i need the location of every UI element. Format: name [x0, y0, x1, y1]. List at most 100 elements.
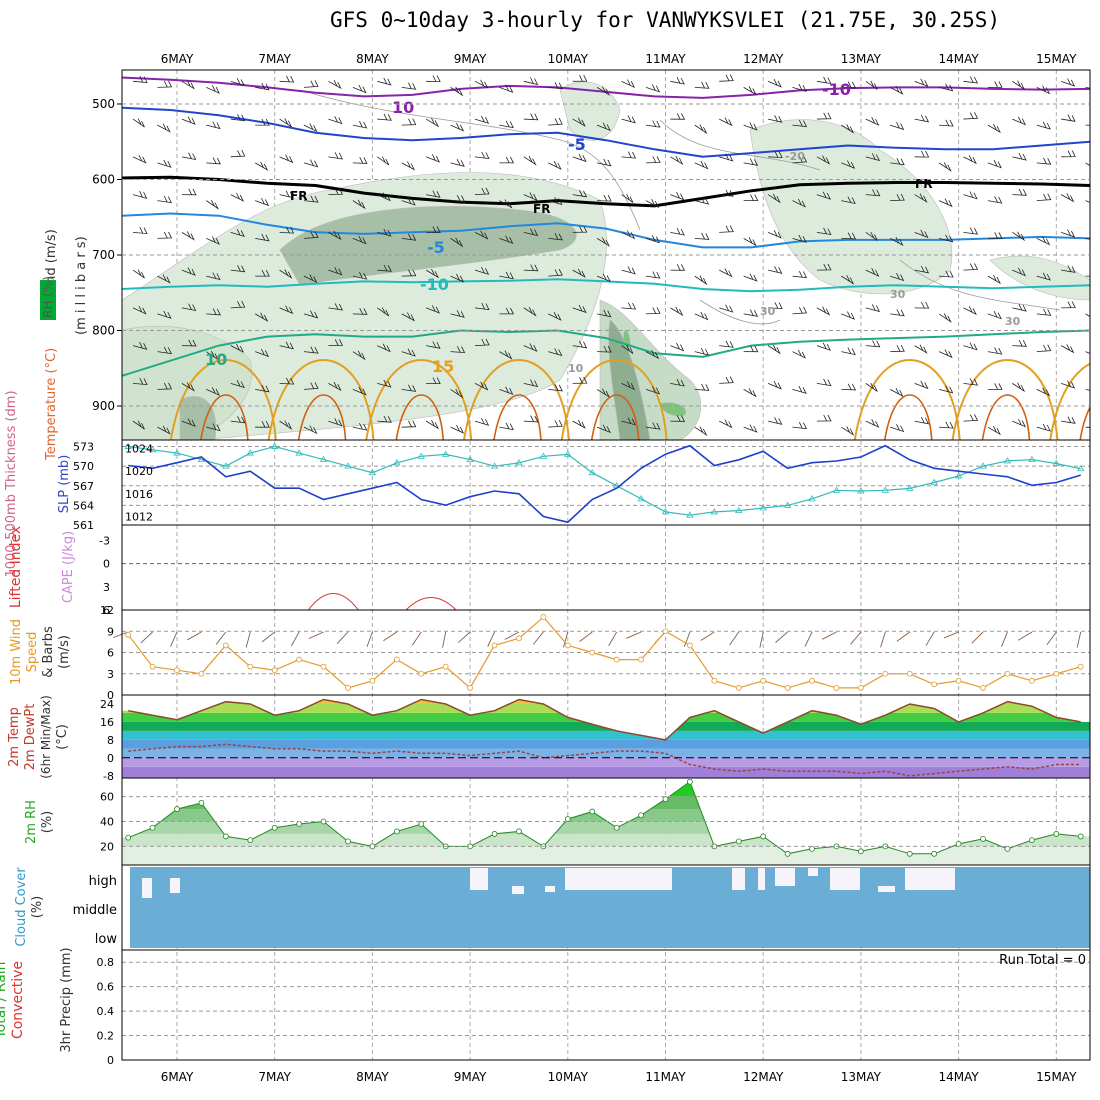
wind-barb [401, 420, 417, 428]
wind-barb [865, 231, 878, 241]
wind-barb [743, 194, 759, 202]
wind-barb-10m [943, 631, 959, 639]
isotherm [122, 106, 1090, 158]
wind-barb-10m [170, 631, 178, 647]
thickness-line-marker [173, 449, 181, 456]
wind-barb [621, 151, 637, 159]
wind-barb [401, 384, 417, 392]
wind-barb [255, 384, 270, 393]
wind-barb [939, 421, 954, 429]
wind-barb [474, 187, 490, 195]
wind-barb [279, 226, 295, 234]
wind-barb [279, 377, 295, 385]
wind-barb [499, 350, 513, 360]
wind-barb [767, 115, 783, 123]
wind-barb [938, 385, 954, 394]
wind-barb [792, 155, 808, 164]
rh-line-marker [687, 778, 693, 785]
thickness-line-marker [490, 462, 499, 469]
wind-barb [352, 308, 368, 315]
wind-barb [181, 382, 195, 392]
wind-barb [670, 342, 685, 352]
wind-barb [792, 198, 806, 208]
wind-barb [450, 346, 466, 354]
rh-band [122, 833, 1090, 847]
wind-barb [499, 307, 515, 315]
thickness-line-marker [1052, 459, 1061, 466]
wind-barb [645, 156, 661, 164]
rh-line-marker [1028, 837, 1035, 844]
wind-barb [352, 272, 368, 280]
date-label-bottom: 12MAY [743, 1070, 784, 1084]
wind-barb-10m [290, 631, 300, 647]
wind-barb [255, 269, 270, 277]
rh-line-marker [393, 828, 400, 835]
wind-barb [865, 80, 878, 90]
wind-barb [1012, 303, 1027, 312]
wind-barb [841, 275, 855, 285]
wind-speed-line-marker [222, 642, 229, 649]
rh-line-marker [955, 840, 962, 847]
cloud-gap [808, 868, 818, 876]
wind-barb [767, 230, 782, 239]
wind-barb [377, 228, 392, 237]
wind-barb [401, 118, 417, 126]
wind-barb [670, 379, 685, 387]
wind-barb [1012, 267, 1027, 277]
rh-line-marker [589, 808, 596, 815]
wind-barb [914, 114, 930, 123]
cloud-gap [470, 868, 488, 890]
wind-barb [816, 263, 832, 271]
wind-speed-line-marker [125, 631, 132, 638]
wind-barb [865, 419, 880, 428]
rh-line-marker [345, 838, 351, 845]
wind-barb [914, 150, 930, 158]
rh-contour [659, 119, 821, 171]
wind-barb [621, 266, 636, 275]
wind-speed-line-marker [1028, 677, 1035, 684]
wind-barb [254, 161, 269, 171]
wind-barb [572, 268, 586, 278]
wind-barb [1012, 188, 1027, 196]
wind-barb [352, 423, 368, 431]
wind-barb [816, 112, 832, 120]
temp-line [128, 698, 1081, 741]
wind-barb [841, 232, 857, 240]
wind-barb [474, 338, 490, 347]
wind-barb [694, 275, 708, 286]
wind-barb [938, 349, 953, 359]
wind-barb [792, 234, 807, 243]
ylabel-line: SLP (mb) [57, 455, 72, 514]
wind-speed-line-marker [882, 670, 889, 677]
wind-barb [1085, 162, 1090, 167]
wind-barb [963, 342, 978, 351]
wind-barb [328, 339, 344, 347]
wind-barb [474, 79, 489, 89]
wind-barb [841, 196, 856, 205]
hot-isotherm [297, 394, 347, 440]
rh-line-marker [149, 824, 156, 831]
wind-barb [279, 420, 293, 430]
wind-barb [255, 421, 270, 428]
wind-barb [426, 75, 441, 83]
wind-barb [792, 385, 807, 394]
wind-barb [816, 342, 831, 351]
ylabel-line: Convective [10, 961, 26, 1039]
wind-speed-line-marker [589, 649, 596, 656]
wind-barb [914, 229, 929, 239]
wind-barb [792, 306, 808, 315]
wind-barb [206, 272, 221, 281]
wind-barb [206, 308, 221, 316]
wind-barb [841, 124, 855, 134]
wind-barb-10m [1046, 631, 1057, 646]
wind-speed-line-marker [858, 685, 864, 691]
wind-barb [719, 117, 733, 127]
wind-speed-line-marker [1004, 670, 1011, 677]
wind-barb [548, 269, 563, 277]
contour-label: 15 [432, 357, 454, 376]
wind-barb [499, 386, 514, 395]
thickness-line-marker [124, 442, 132, 449]
wind-barb [596, 122, 611, 132]
wind-barb [938, 162, 952, 172]
